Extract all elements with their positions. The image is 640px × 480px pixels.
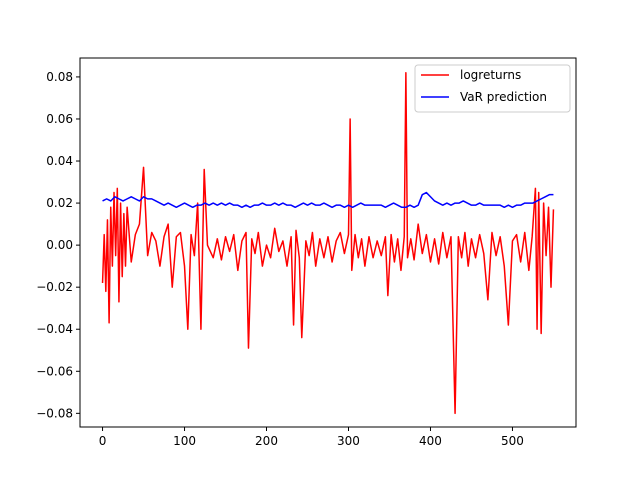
legend-frame bbox=[414, 64, 571, 113]
series-line-1 bbox=[102, 191, 554, 209]
x-tick-label: 100 bbox=[173, 434, 196, 448]
y-tick-label: −0.06 bbox=[36, 364, 73, 378]
x-tick-label: 500 bbox=[501, 434, 524, 448]
legend-label-1: VaR prediction bbox=[460, 90, 547, 104]
x-tick-label: 300 bbox=[337, 434, 360, 448]
legend-label-0: logreturns bbox=[460, 68, 521, 82]
x-tick-label: 400 bbox=[419, 434, 442, 448]
y-tick-label: −0.02 bbox=[36, 280, 73, 294]
x-tick-label: 0 bbox=[99, 434, 107, 448]
y-tick-label: −0.04 bbox=[36, 322, 73, 336]
series-line-0 bbox=[101, 71, 555, 415]
y-tick-label: 0.08 bbox=[46, 70, 73, 84]
y-tick-label: 0.06 bbox=[46, 112, 73, 126]
x-axis-ticks: 0 100 200 300 400 500 bbox=[99, 427, 524, 448]
y-tick-label: 0.04 bbox=[46, 154, 73, 168]
y-axis-ticks: −0.08 −0.06 −0.04 −0.02 0.00 0.02 0.04 0.06 0.08 bbox=[36, 70, 80, 420]
y-tick-label: −0.08 bbox=[36, 406, 73, 420]
y-tick-label: 0.00 bbox=[46, 238, 73, 252]
x-tick-label: 200 bbox=[255, 434, 278, 448]
legend: logreturns VaR prediction bbox=[414, 64, 571, 113]
plot-frame bbox=[79, 57, 577, 428]
y-tick-label: 0.02 bbox=[46, 196, 73, 210]
series-layer bbox=[101, 71, 555, 415]
